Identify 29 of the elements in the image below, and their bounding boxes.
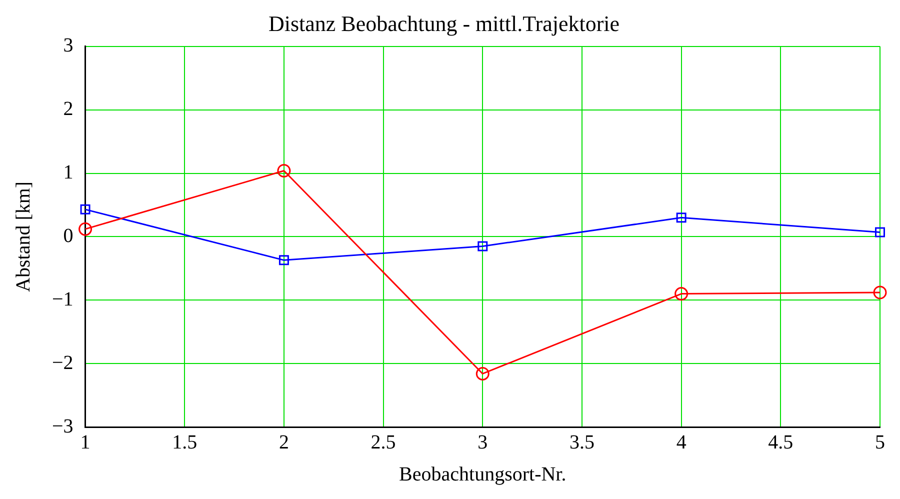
point xyxy=(873,286,887,300)
point xyxy=(875,227,885,238)
point xyxy=(674,287,688,301)
point xyxy=(478,241,488,252)
x-tick-label: 2 xyxy=(278,431,289,454)
point xyxy=(676,212,686,223)
y-tick-label: −3 xyxy=(52,415,74,438)
x-tick-label: 2.5 xyxy=(370,431,396,454)
x-tick-label: 3 xyxy=(478,431,488,454)
point xyxy=(476,366,490,380)
y-tick-label: 3 xyxy=(63,34,74,57)
y-tick-label: 1 xyxy=(63,162,74,184)
point xyxy=(80,204,90,214)
y-tick-label: 0 xyxy=(63,224,74,247)
x-axis-title: Beobachtungsort-Nr. xyxy=(399,463,566,486)
x-tick-label: 3.5 xyxy=(569,431,594,454)
point xyxy=(278,255,289,266)
point xyxy=(78,222,92,236)
y-tick-label: −2 xyxy=(52,352,74,374)
x-tick-label: 1 xyxy=(80,431,90,454)
chart-title: Distanz Beobachtung - mittl.Trajektorie xyxy=(268,10,620,36)
x-tick-label: 1.5 xyxy=(172,431,198,454)
x-tick-label: 4 xyxy=(676,431,686,454)
point xyxy=(277,164,291,178)
y-tick-label: −1 xyxy=(52,288,74,310)
y-tick-label: 2 xyxy=(63,98,74,120)
x-tick-label: 4.5 xyxy=(768,431,794,454)
y-axis-title: Abstand [km] xyxy=(12,181,34,292)
x-tick-label: 5 xyxy=(875,431,885,454)
